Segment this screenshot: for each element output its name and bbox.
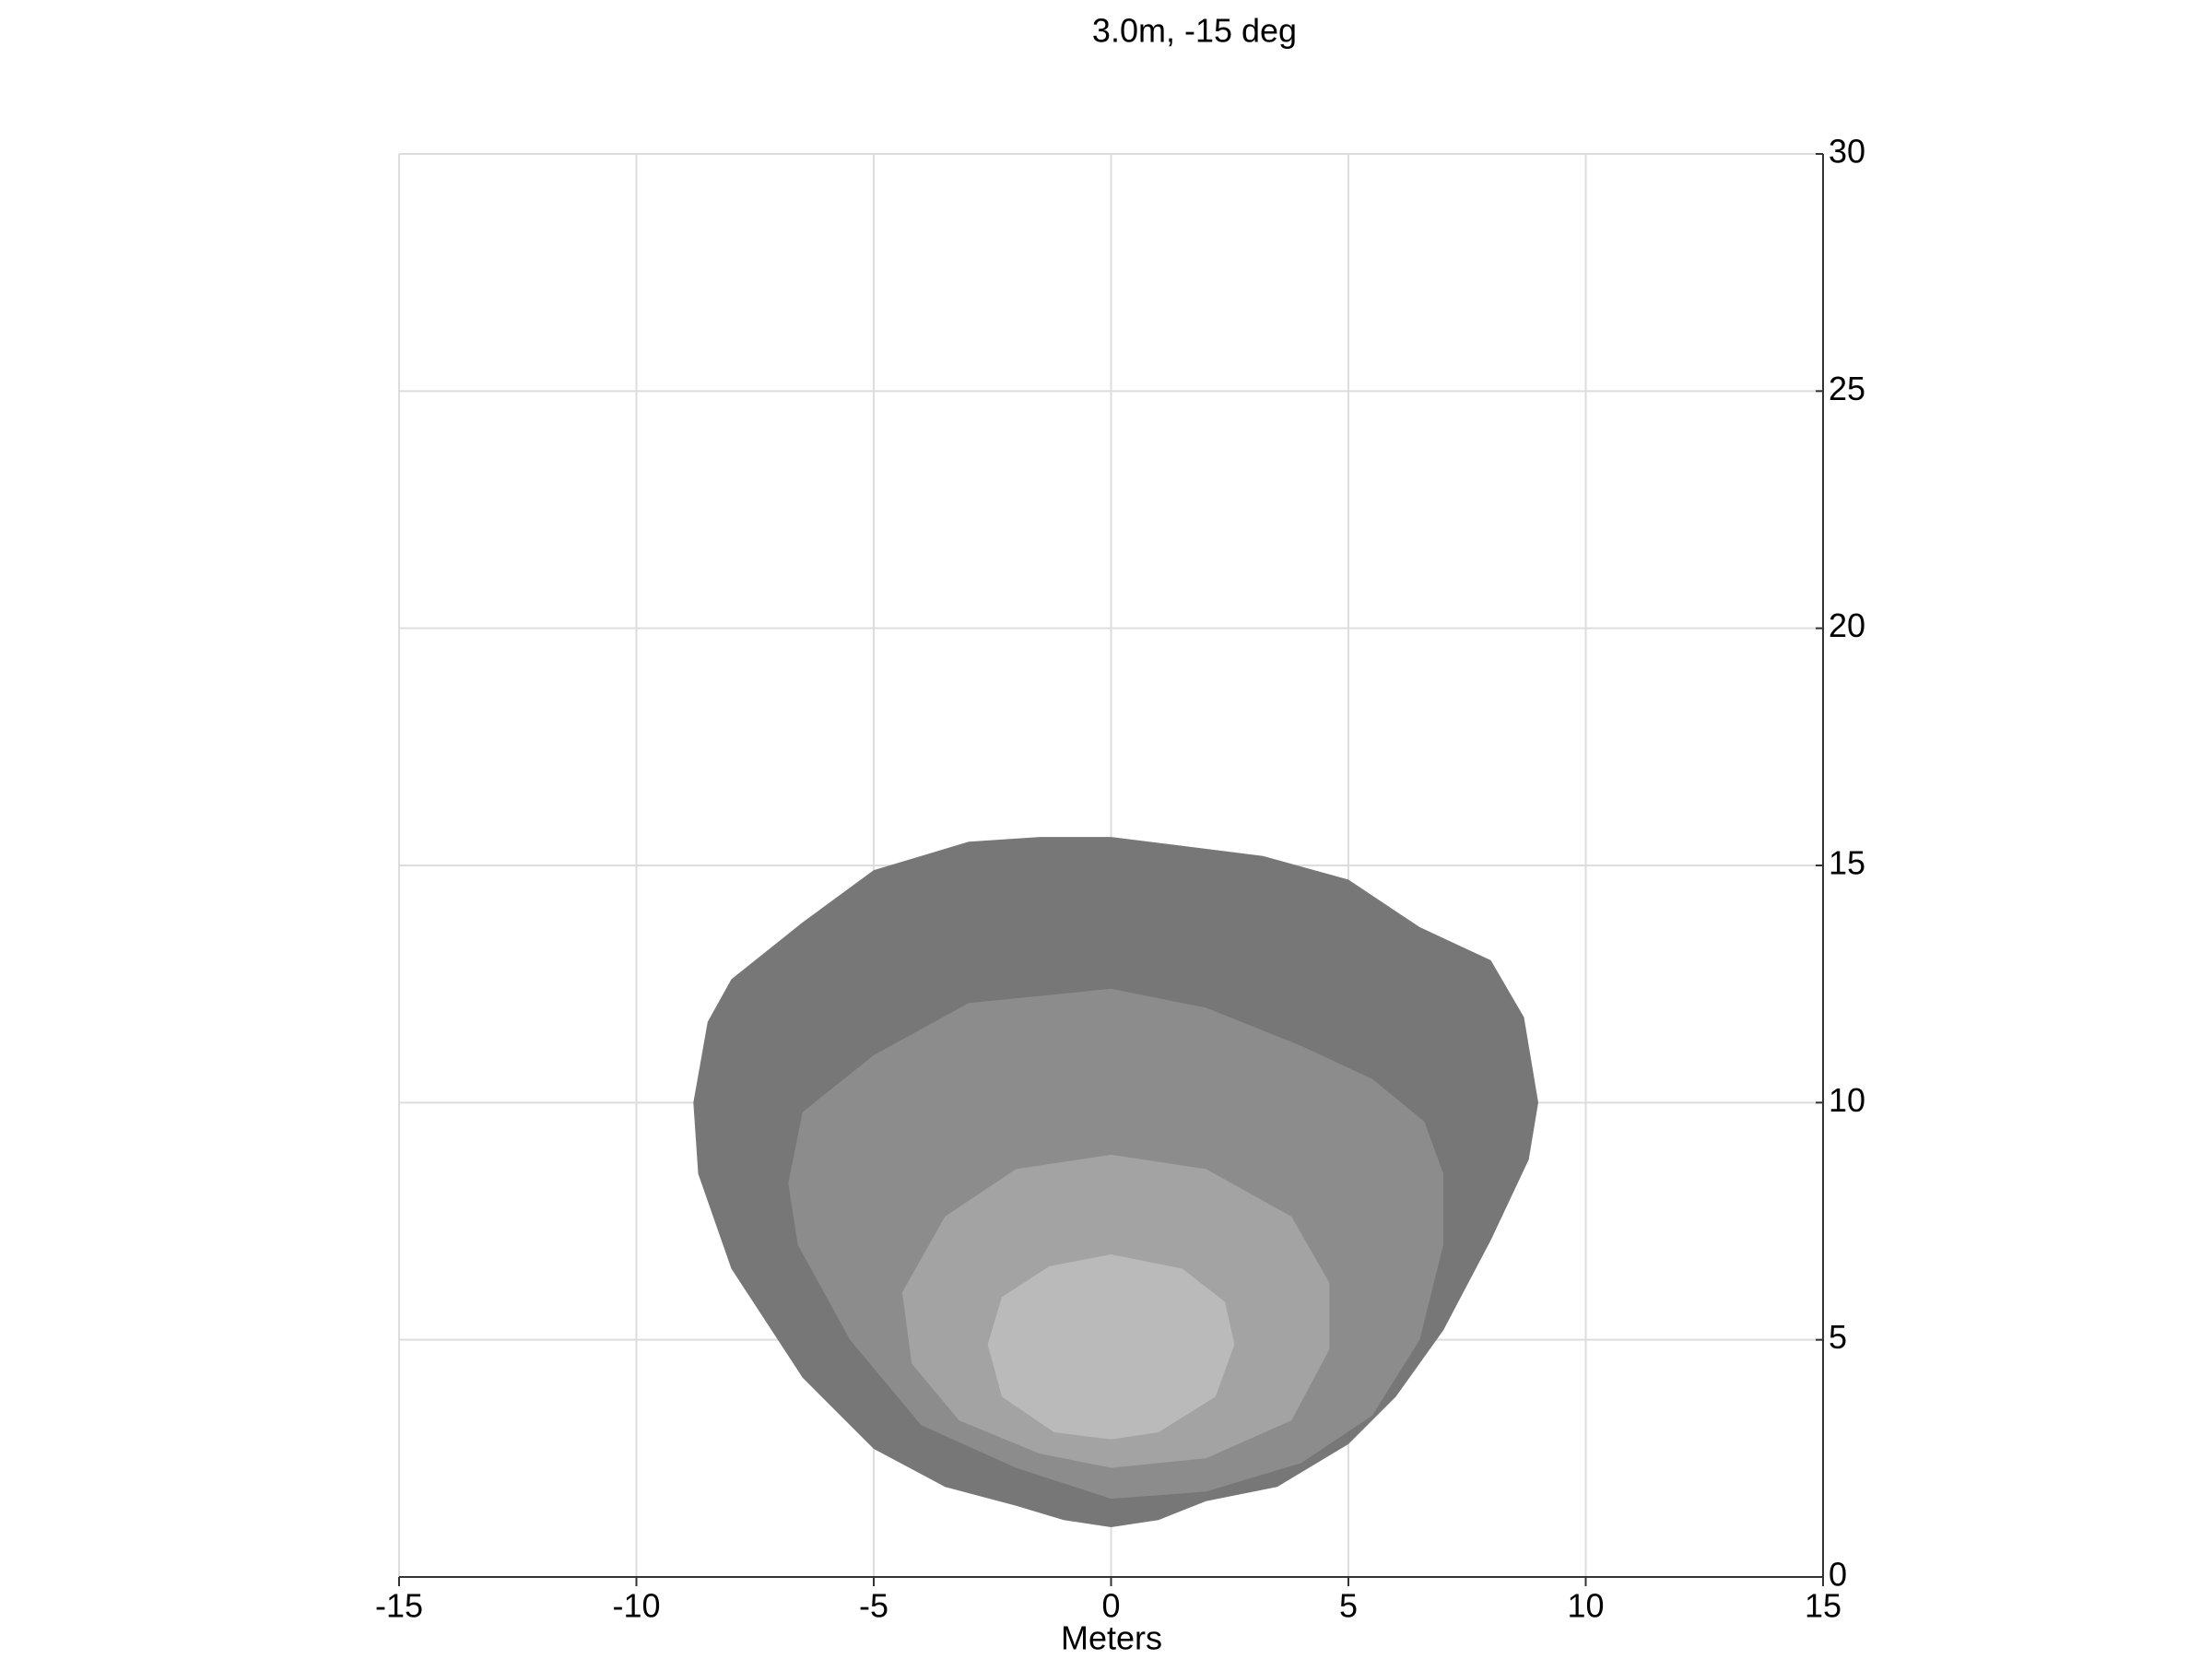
y-tick-label: 15 [1829,844,1865,882]
y-tick-label: 0 [1829,1556,1847,1594]
x-tick-label: -5 [859,1587,888,1625]
x-axis-label: Meters [1061,1619,1162,1657]
x-tick-label: -15 [375,1587,423,1625]
y-tick-label: 30 [1829,133,1865,171]
x-tick-label: 0 [1101,1587,1120,1625]
chart-title: 3.0m, -15 deg [1092,12,1297,50]
x-tick-label: 10 [1567,1587,1604,1625]
y-tick-label: 20 [1829,606,1865,644]
y-tick-label: 5 [1829,1318,1847,1356]
x-tick-label: 5 [1339,1587,1358,1625]
x-tick-label: -10 [612,1587,660,1625]
x-tick-label: 15 [1805,1587,1841,1625]
contour-region [987,1254,1235,1440]
y-tick-label: 10 [1829,1081,1865,1119]
y-tick-label: 25 [1829,370,1865,407]
